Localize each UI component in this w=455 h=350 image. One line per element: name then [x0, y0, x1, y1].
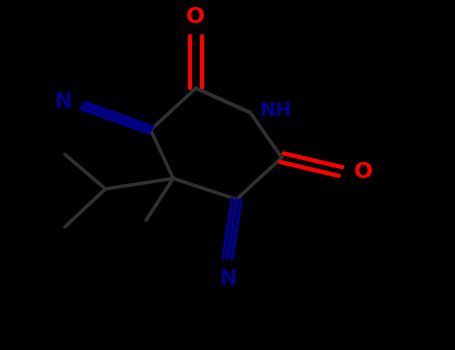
Text: O: O: [187, 7, 205, 27]
Text: N: N: [219, 269, 236, 289]
Text: NH: NH: [259, 101, 292, 120]
Text: O: O: [354, 162, 373, 182]
Text: N: N: [54, 92, 71, 112]
